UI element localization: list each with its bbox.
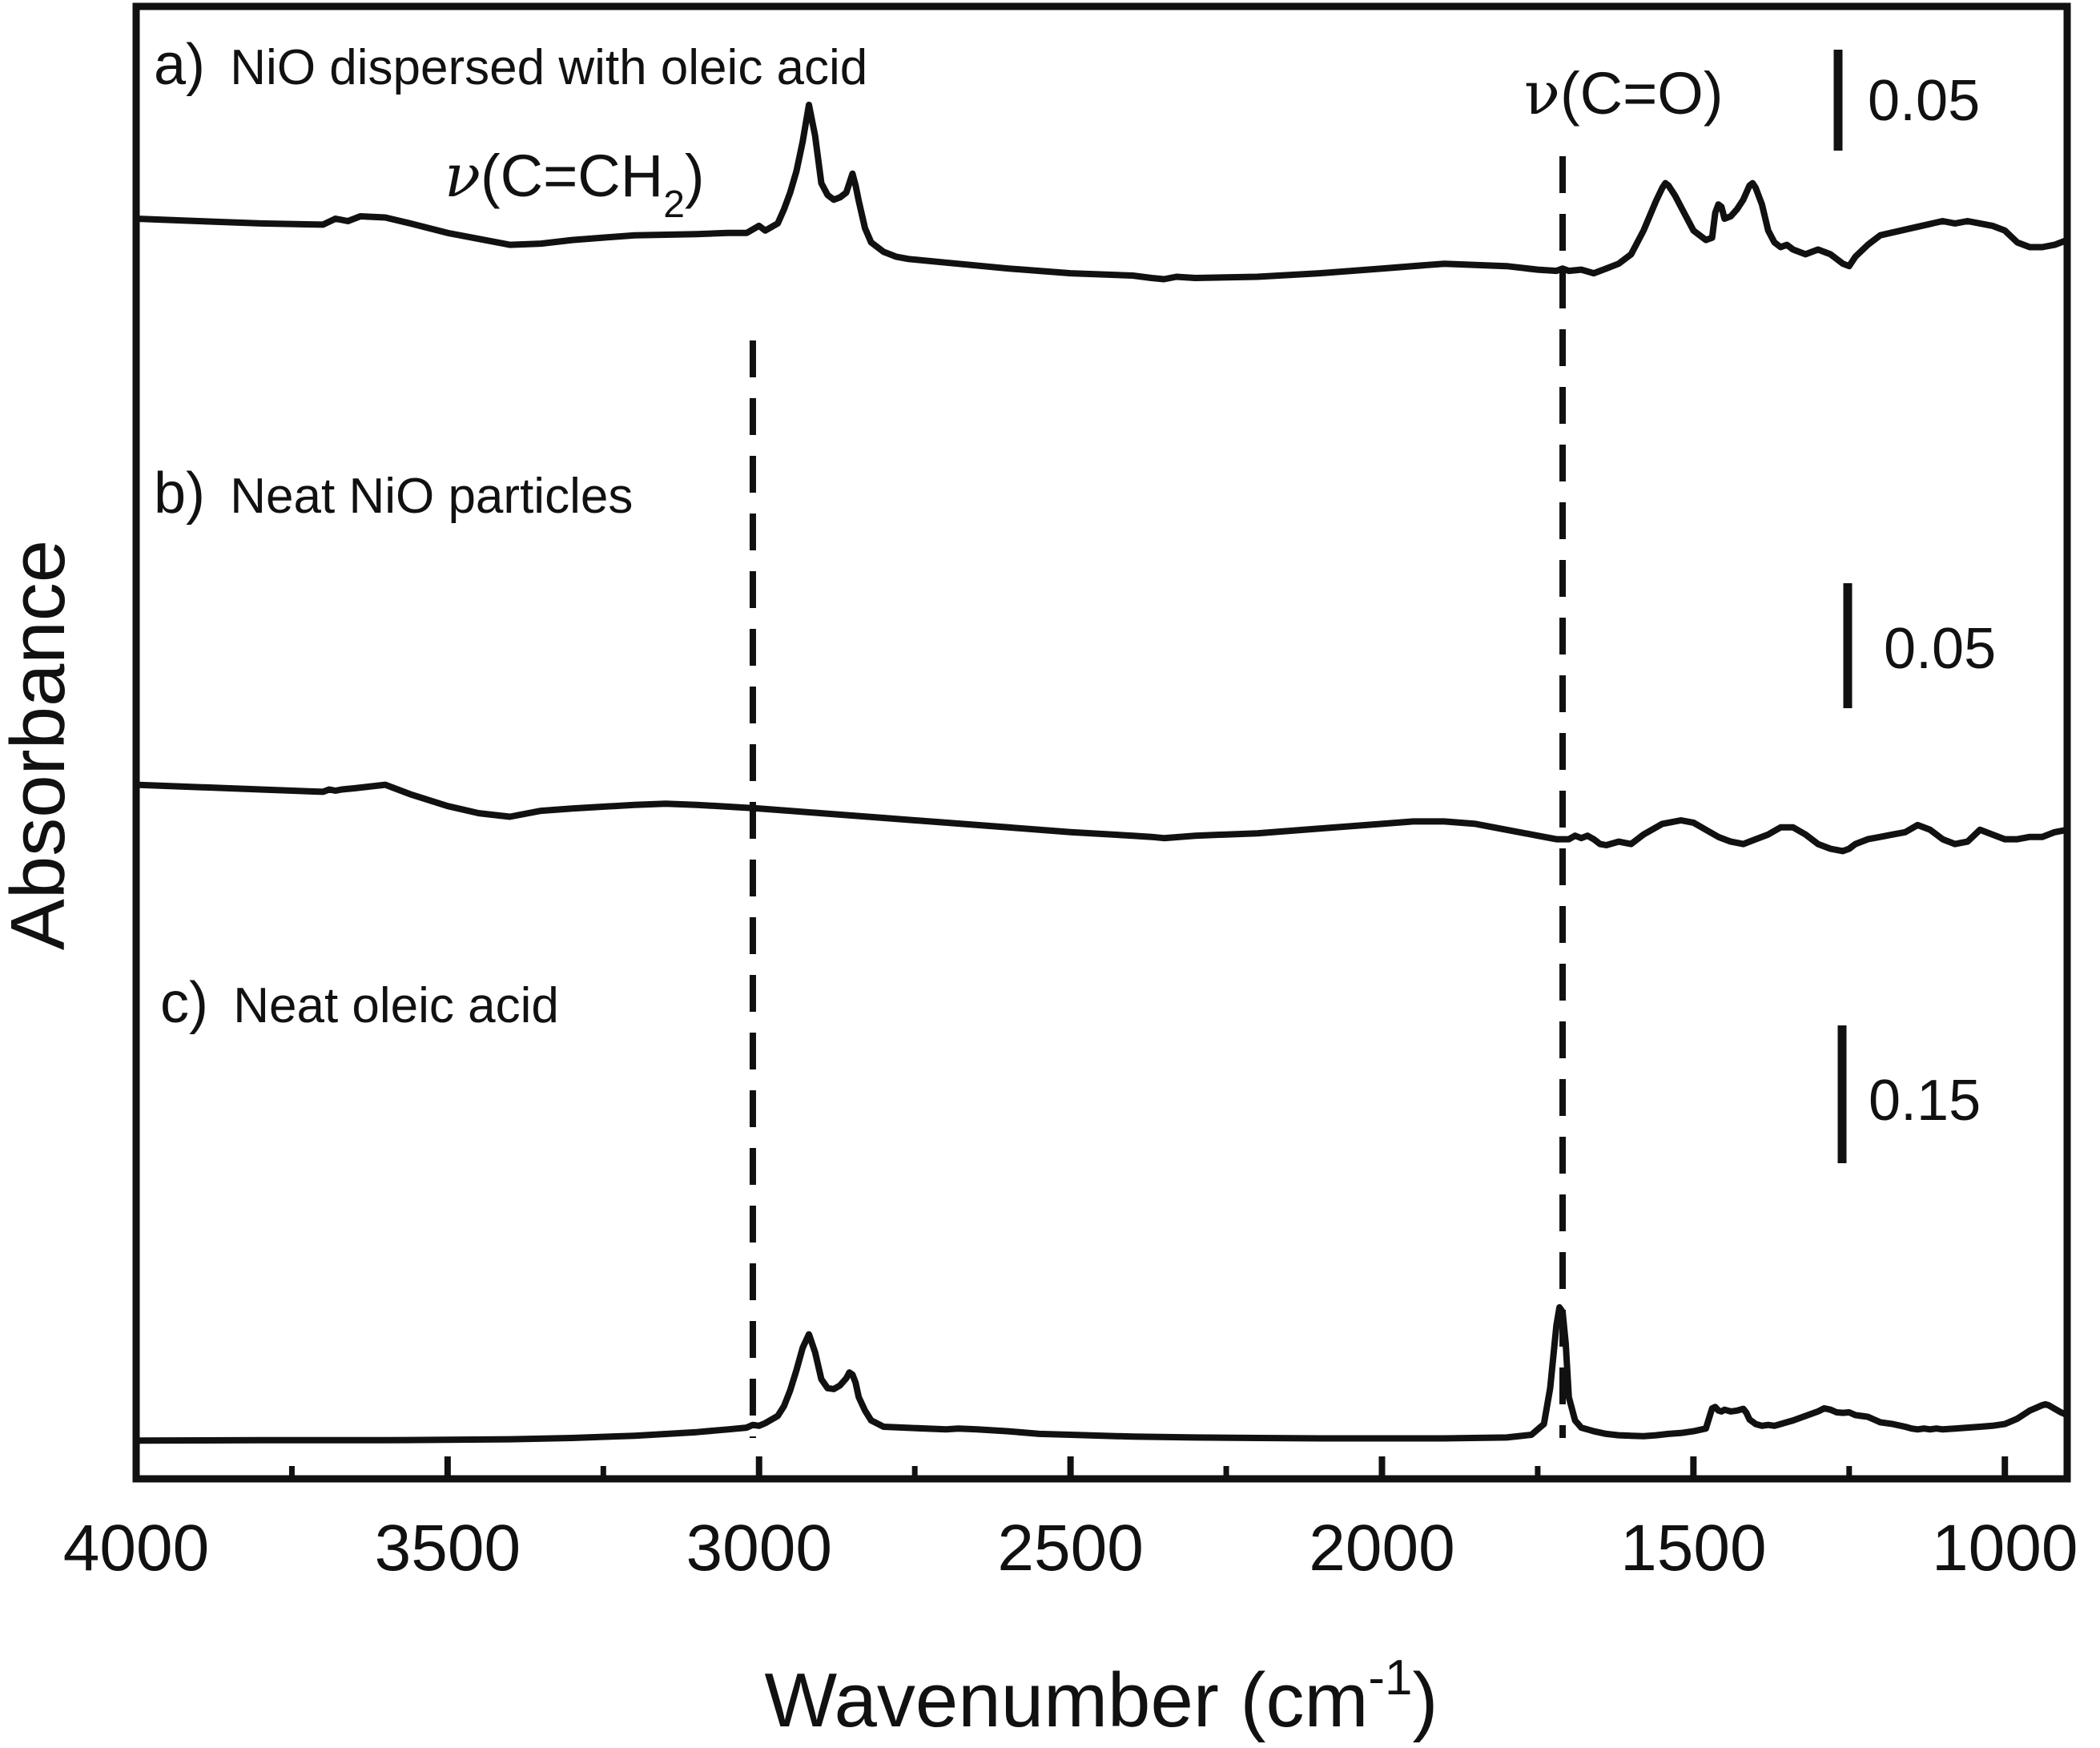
x-tick-label: 3000 bbox=[686, 1512, 832, 1585]
co-band-nu: ν bbox=[1524, 59, 1560, 128]
annotation-group bbox=[749, 156, 1567, 1438]
x-tick-label: 4000 bbox=[63, 1512, 209, 1585]
spectrum-line-c bbox=[133, 1304, 2070, 1444]
series-b-text: Neat NiO particles bbox=[230, 469, 633, 524]
spectrum-line-a bbox=[133, 101, 2070, 283]
series-a-label: a) NiO dispersed with oleic acid bbox=[154, 33, 867, 97]
x-tick-label: 1000 bbox=[1932, 1512, 2078, 1585]
x-axis-title-main: Wavenumber (cm bbox=[764, 1657, 1368, 1743]
ch2-band-text: (C=CH bbox=[481, 143, 663, 209]
spectrum-line-b bbox=[133, 781, 2070, 855]
ch2-band-label: ν(C=CH2) bbox=[445, 142, 705, 226]
x-axis-title-sup: -1 bbox=[1368, 1650, 1412, 1706]
co-band-label: ν(C=O) bbox=[1524, 59, 1724, 128]
x-tick-label: 3500 bbox=[375, 1512, 521, 1585]
series-a-letter: a) bbox=[154, 33, 205, 97]
scale-bar-c-label: 0.15 bbox=[1869, 1069, 1981, 1133]
x-tick-label: 1500 bbox=[1620, 1512, 1766, 1585]
x-axis-title: Wavenumber (cm-1) bbox=[764, 1650, 1438, 1743]
series-b-letter: b) bbox=[154, 461, 205, 526]
co-band-text: (C=O) bbox=[1560, 60, 1724, 127]
series-c-text: Neat oleic acid bbox=[233, 978, 559, 1033]
plot-frame bbox=[132, 2, 2071, 1483]
series-c-letter: c) bbox=[160, 971, 208, 1035]
x-tick-label: 2500 bbox=[997, 1512, 1143, 1585]
scale-bar-b-label: 0.05 bbox=[1884, 617, 1996, 681]
x-axis-title-close: ) bbox=[1413, 1657, 1438, 1743]
series-b-label: b) Neat NiO particles bbox=[154, 461, 633, 526]
spectra-group bbox=[133, 101, 2070, 1444]
x-axis: 4000 3500 3000 2500 2000 1500 1000 bbox=[63, 1456, 2078, 1585]
scale-bar-a-label: 0.05 bbox=[1868, 69, 1980, 133]
ch2-band-close: ) bbox=[685, 143, 705, 209]
y-axis-title: Absorbance bbox=[0, 540, 81, 950]
ch2-band-nu: ν bbox=[445, 142, 481, 211]
series-c-label: c) Neat oleic acid bbox=[160, 971, 559, 1035]
ch2-band-sub: 2 bbox=[663, 183, 685, 226]
series-a-text: NiO dispersed with oleic acid bbox=[230, 40, 867, 95]
x-tick-label: 2000 bbox=[1309, 1512, 1454, 1585]
